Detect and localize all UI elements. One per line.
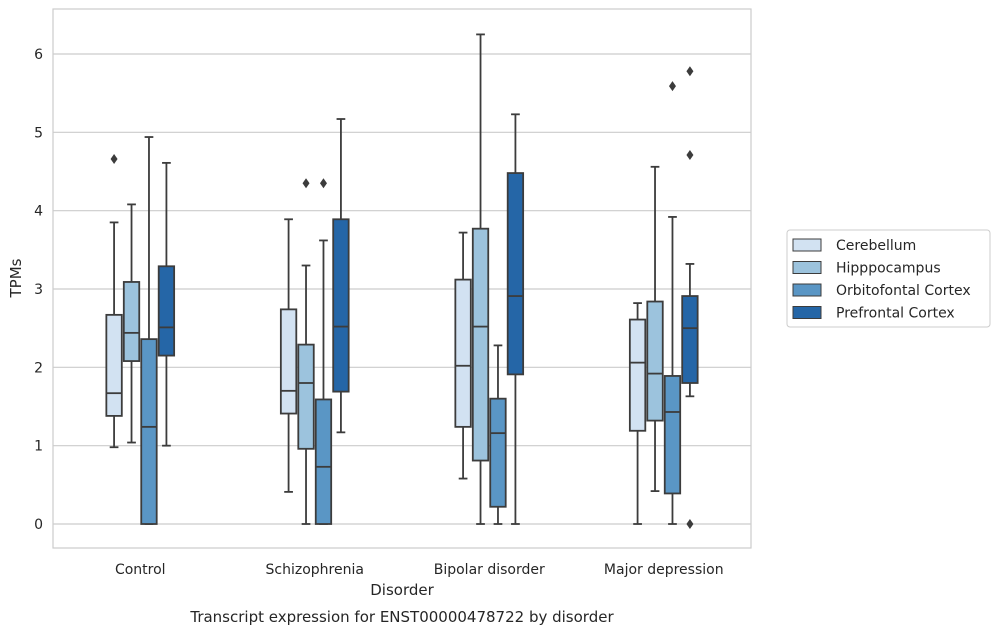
legend-label: Prefrontal Cortex <box>836 306 955 322</box>
box-2-0 <box>454 231 472 480</box>
legend-swatch <box>792 261 822 274</box>
box-body <box>471 227 490 462</box>
box-0-3 <box>157 161 176 447</box>
box-2-2 <box>489 344 507 525</box>
outlier-point <box>302 178 310 189</box>
legend-frame <box>786 229 991 328</box>
x-tick-label: Schizophrenia <box>266 562 364 578</box>
legend: Cerebellum Hipppocampus Orbitofontal Corte… <box>786 229 991 328</box>
x-tick-label: Bipolar disorder <box>434 562 545 578</box>
box-body <box>140 338 158 525</box>
legend-items: Cerebellum Hipppocampus Orbitofontal Corte… <box>792 238 971 322</box>
legend-swatch <box>792 306 822 319</box>
box-0-1 <box>122 203 141 444</box>
y-tick-label: 6 <box>34 47 43 63</box>
legend-label: Hipppocampus <box>836 261 941 277</box>
legend-swatch <box>792 283 822 297</box>
y-tick-label: 4 <box>34 204 43 220</box>
box-body <box>681 295 699 384</box>
outlier-point <box>686 519 694 529</box>
y-tick-label: 0 <box>34 517 43 533</box>
x-tick-labels: Control Schizophrenia Bipolar disorder Majo… <box>115 562 724 578</box>
x-tick-label: Major depression <box>604 562 724 578</box>
y-tick-label: 2 <box>34 360 43 376</box>
box-body <box>489 397 507 508</box>
y-tick-label: 1 <box>34 439 43 455</box>
box-1-1 <box>297 178 315 525</box>
legend-swatch <box>792 238 822 252</box>
box-body <box>454 278 472 428</box>
box-0-2 <box>140 136 158 525</box>
box-3-1 <box>646 165 664 493</box>
box-body <box>506 172 525 376</box>
chart-title: Transcript expression for ENST0000047872… <box>189 608 614 626</box>
y-tick-label: 3 <box>34 282 43 298</box>
box-body <box>157 265 176 357</box>
box-body <box>646 300 664 422</box>
outlier-point <box>110 153 118 164</box>
legend-label: Cerebellum <box>836 238 916 254</box>
y-tick-label: 5 <box>34 125 43 141</box>
box-body <box>663 375 682 495</box>
box-layer <box>105 33 699 529</box>
x-tick-label: Control <box>115 562 166 578</box>
box-2-1 <box>471 33 490 525</box>
box-body <box>279 308 298 415</box>
box-2-3 <box>506 113 525 525</box>
box-1-0 <box>279 218 298 493</box>
box-3-3 <box>681 66 699 529</box>
box-0-0 <box>105 153 123 449</box>
outlier-point <box>319 178 327 189</box>
box-3-0 <box>628 302 647 525</box>
outlier-point <box>686 66 694 77</box>
outlier-point <box>668 81 676 92</box>
plot-background <box>53 9 751 548</box>
box-3-2 <box>663 81 682 525</box>
outlier-point <box>686 150 694 161</box>
y-tick-labels: 0 1 2 3 4 5 6 <box>34 47 43 533</box>
legend-label: Orbitofontal Cortex <box>836 283 971 299</box>
x-axis-title: Disorder <box>370 581 434 599</box>
plot-frame <box>52 8 752 549</box>
box-body <box>122 281 141 362</box>
box-body <box>628 318 647 432</box>
box-body <box>297 343 315 450</box>
box-body <box>105 313 123 417</box>
y-axis-title: TPMs <box>7 258 25 298</box>
box-body <box>332 218 350 393</box>
box-1-2 <box>314 178 333 525</box>
box-1-3 <box>332 118 350 434</box>
box-body <box>314 398 333 525</box>
